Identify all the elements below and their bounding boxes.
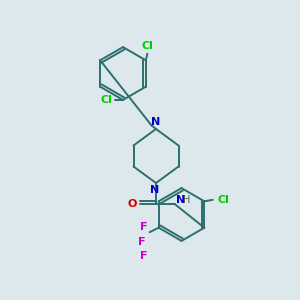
- Text: F: F: [138, 237, 145, 247]
- Text: H: H: [183, 195, 190, 206]
- Text: Cl: Cl: [100, 95, 112, 105]
- Text: Cl: Cl: [141, 41, 153, 51]
- Text: N: N: [176, 195, 185, 206]
- Text: N: N: [150, 185, 159, 195]
- Text: F: F: [140, 222, 147, 232]
- Text: N: N: [152, 117, 160, 127]
- Text: F: F: [140, 251, 147, 261]
- Text: Cl: Cl: [217, 195, 229, 205]
- Text: O: O: [128, 199, 137, 209]
